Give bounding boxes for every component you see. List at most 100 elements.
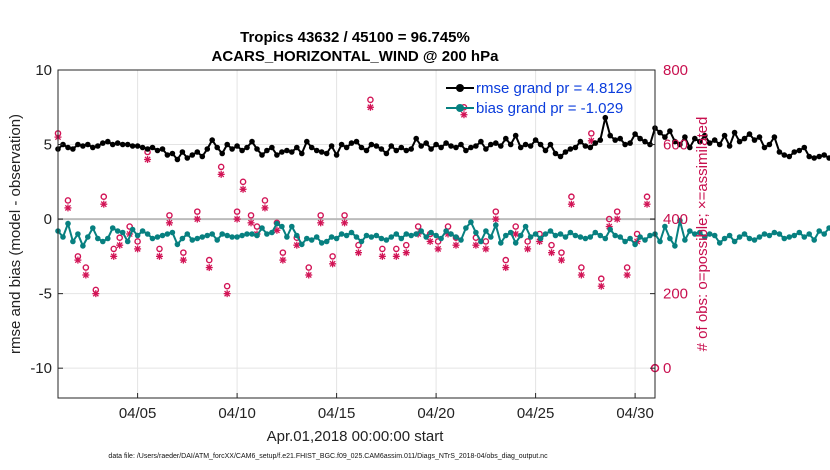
series-1-point (537, 235, 544, 242)
series-1-point (194, 235, 201, 242)
obs-assimilated-marker (426, 237, 434, 245)
series-0-point (493, 140, 499, 146)
series-1-point (408, 232, 415, 239)
obs-possible-marker (402, 241, 410, 249)
series-1-point (90, 225, 96, 231)
series-1-point (259, 225, 265, 231)
series-0-point (279, 149, 285, 155)
series-0-point (249, 138, 255, 145)
y2-tick-label-4: 0 (663, 360, 671, 377)
series-1-point (627, 235, 633, 242)
series-1-point (214, 237, 220, 243)
series-1-point (756, 234, 763, 240)
series-1-point (343, 232, 350, 239)
obs-assimilated-marker (279, 256, 287, 264)
series-0-point (299, 150, 305, 157)
obs-possible-marker (64, 197, 72, 204)
series-0-point (109, 141, 116, 148)
obs-assimilated-marker (623, 271, 631, 279)
series-1-point (154, 234, 161, 240)
series-1-point (488, 234, 494, 240)
obs-assimilated-marker (223, 290, 231, 298)
series-0-point (388, 143, 395, 149)
series-0-point (119, 141, 126, 148)
obs-possible-marker (261, 197, 269, 204)
series-1-point (60, 234, 66, 240)
obs-possible-marker (367, 96, 374, 104)
obs-assimilated-marker (643, 200, 651, 208)
series-0-point (697, 138, 703, 145)
series-0-point (164, 152, 171, 158)
series-1-point (796, 229, 803, 236)
x-tick-label-5: 04/30 (616, 405, 654, 422)
series-0-point (592, 140, 599, 146)
obs-possible-marker (578, 264, 585, 271)
series-1-point (358, 238, 365, 245)
series-0-point (507, 141, 514, 148)
obs-assimilated-marker (329, 260, 337, 268)
series-0-point (811, 155, 817, 161)
series-1-point (313, 234, 320, 240)
series-1-point (428, 229, 434, 236)
obs-assimilated-marker (366, 103, 374, 111)
series-1-point (443, 228, 449, 234)
obs-possible-marker (110, 245, 118, 253)
series-1-point (453, 234, 459, 240)
series-1-point (348, 229, 355, 236)
series-0-point (806, 153, 812, 160)
series-0-point (716, 141, 723, 148)
series-1-point (174, 241, 181, 248)
legend-bias-marker (456, 104, 464, 112)
series-0-point (522, 141, 529, 148)
series-0-point (786, 153, 793, 160)
series-1-point (219, 231, 225, 237)
series-1-point (184, 231, 191, 237)
series-1-point (552, 232, 559, 239)
series-0-point (756, 134, 763, 140)
series-1-point (254, 232, 260, 239)
series-1-point (483, 228, 489, 234)
series-1-point (100, 238, 106, 245)
y2-axis-ticks: 800 600 400 200 0 (650, 62, 688, 377)
series-0-point (348, 140, 355, 146)
series-0-point (129, 143, 136, 149)
series-1-point (65, 220, 71, 227)
series-0-point (547, 141, 554, 148)
series-1-point (632, 241, 638, 248)
series-1-point (70, 238, 76, 245)
obs-assimilated-marker (247, 219, 255, 227)
series-0-point (791, 149, 798, 155)
obs-assimilated-marker (392, 252, 400, 260)
series-0-point (224, 141, 230, 148)
series-0-point (458, 141, 464, 148)
obs-assimilated-marker (217, 170, 225, 178)
chart-subtitle: ACARS_HORIZONTAL_WIND @ 200 hPa (212, 48, 500, 65)
series-0-point (199, 153, 206, 160)
obs-assimilated-marker (502, 264, 510, 272)
obs-assimilated-marker (82, 271, 90, 279)
y2-tick-label-1: 600 (663, 137, 688, 154)
series-1-point (637, 234, 643, 240)
y-tick-label-2: 0 (44, 211, 52, 228)
x-axis-ticks: 04/05 04/10 04/15 04/20 04/25 04/30 (119, 393, 654, 422)
obs-assimilated-marker (64, 204, 72, 212)
series-0-point (612, 137, 618, 143)
series-1-point (353, 234, 360, 240)
series-0-point (234, 143, 240, 149)
obs-possible-marker (305, 264, 313, 271)
series-1-point (687, 228, 693, 234)
series-1-point (592, 229, 599, 236)
series-0-point (721, 132, 728, 139)
x-axis-label: Apr.01,2018 00:00:00 start (267, 428, 445, 445)
series-0-point (512, 132, 519, 139)
series-0-point (443, 140, 449, 146)
obs-possible-marker (558, 249, 565, 256)
x-tick-label-0: 04/05 (119, 405, 157, 422)
series-1-point (617, 234, 623, 240)
obs-possible-marker (588, 130, 595, 137)
series-1-point (721, 235, 728, 242)
series-1-point (284, 234, 290, 240)
y-tick-label-3: -5 (39, 286, 52, 303)
series-1-point (657, 238, 663, 245)
obs-assimilated-marker (144, 155, 152, 163)
